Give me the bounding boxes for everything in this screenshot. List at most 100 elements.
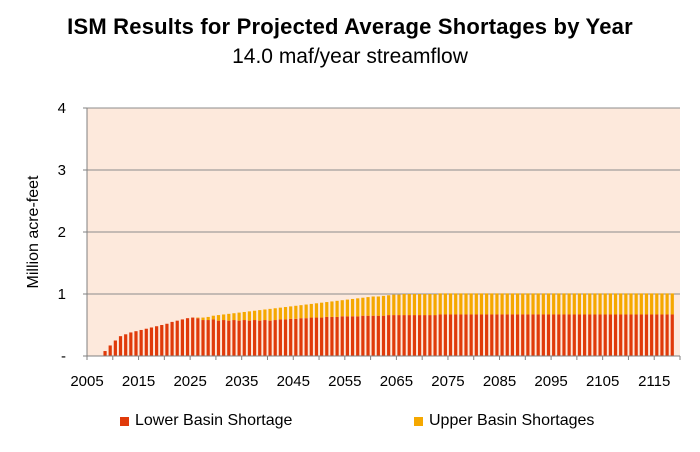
bar-lower-basin — [108, 345, 112, 356]
bar-upper-basin — [242, 311, 246, 321]
bar-upper-basin — [613, 293, 618, 315]
bar-upper-basin — [428, 294, 432, 316]
bar-upper-basin — [356, 298, 360, 317]
chart-legend: Lower Basin Shortage Upper Basin Shortag… — [0, 412, 700, 432]
bar-lower-basin — [201, 320, 205, 356]
bar-lower-basin — [438, 314, 442, 356]
bar-upper-basin — [325, 302, 329, 317]
bar-lower-basin — [227, 320, 231, 356]
bar-upper-basin — [583, 293, 587, 315]
bar-lower-basin — [129, 332, 133, 356]
bar-upper-basin — [222, 314, 226, 321]
bar-lower-basin — [118, 336, 123, 356]
bar-lower-basin — [660, 314, 664, 356]
bar-upper-basin — [536, 293, 540, 315]
bar-lower-basin — [423, 315, 427, 356]
bar-lower-basin — [340, 316, 344, 356]
bar-lower-basin — [216, 320, 221, 356]
bar-lower-basin — [531, 314, 535, 356]
x-tick-label: 2115 — [638, 373, 670, 390]
bar-upper-basin — [438, 293, 442, 315]
bar-lower-basin — [536, 314, 540, 356]
bar-upper-basin — [665, 293, 669, 315]
bar-upper-basin — [397, 294, 401, 316]
bar-lower-basin — [232, 320, 236, 356]
x-tick-label: 2065 — [380, 373, 413, 390]
bar-upper-basin — [464, 293, 468, 315]
bar-lower-basin — [655, 314, 659, 356]
bar-lower-basin — [345, 316, 350, 356]
bar-lower-basin — [593, 314, 597, 356]
bar-lower-basin — [335, 316, 339, 356]
bar-lower-basin — [160, 325, 164, 356]
bar-lower-basin — [619, 314, 623, 356]
bar-upper-basin — [216, 315, 221, 321]
bar-lower-basin — [608, 314, 612, 356]
legend-item-lower-basin: Lower Basin Shortage — [120, 412, 292, 430]
bar-upper-basin — [500, 293, 504, 315]
x-tick-label: 2055 — [328, 373, 361, 390]
bar-lower-basin — [325, 316, 329, 356]
y-tick-label: 2 — [58, 224, 66, 241]
bar-upper-basin — [227, 313, 231, 321]
bar-upper-basin — [340, 300, 344, 317]
bar-lower-basin — [464, 314, 468, 356]
y-tick-label: 1 — [58, 286, 66, 303]
bar-lower-basin — [258, 320, 262, 356]
chart-title: ISM Results for Projected Average Shorta… — [67, 14, 633, 39]
bar-upper-basin — [237, 312, 241, 321]
bar-lower-basin — [577, 314, 582, 356]
bar-upper-basin — [670, 293, 674, 315]
bar-upper-basin — [417, 294, 422, 316]
bar-lower-basin — [149, 327, 154, 356]
bar-upper-basin — [423, 294, 427, 316]
bar-upper-basin — [577, 293, 582, 315]
bar-upper-basin — [232, 313, 236, 321]
bar-lower-basin — [510, 314, 515, 356]
bar-lower-basin — [583, 314, 587, 356]
y-axis-label: Million acre-feet — [25, 175, 42, 288]
bar-lower-basin — [490, 314, 494, 356]
bar-upper-basin — [567, 293, 571, 315]
bar-upper-basin — [402, 294, 406, 316]
x-tick-label: 2085 — [483, 373, 516, 390]
bar-lower-basin — [134, 331, 138, 356]
y-tick-label: - — [61, 348, 66, 365]
bar-upper-basin — [474, 293, 478, 315]
bar-lower-basin — [283, 319, 288, 356]
bar-lower-basin — [402, 315, 406, 356]
bar-lower-basin — [515, 314, 520, 356]
bar-lower-basin — [211, 319, 215, 356]
bar-lower-basin — [433, 315, 437, 356]
bar-upper-basin — [541, 293, 545, 315]
bar-lower-basin — [299, 318, 303, 356]
bar-lower-basin — [412, 315, 417, 356]
bar-lower-basin — [495, 314, 499, 356]
bar-upper-basin — [273, 308, 277, 321]
bar-upper-basin — [634, 293, 638, 315]
bar-upper-basin — [196, 317, 200, 319]
bar-upper-basin — [392, 294, 396, 316]
bar-upper-basin — [376, 296, 380, 316]
bar-lower-basin — [376, 315, 380, 356]
bar-upper-basin — [598, 293, 602, 315]
legend-label-lower-basin: Lower Basin Shortage — [135, 412, 293, 429]
bar-upper-basin — [387, 295, 391, 316]
bar-upper-basin — [371, 296, 375, 316]
y-tick-label: 3 — [58, 162, 66, 179]
bar-lower-basin — [624, 314, 628, 356]
bar-upper-basin — [206, 316, 210, 321]
legend-swatch-lower-basin — [120, 416, 129, 426]
bar-upper-basin — [299, 305, 303, 319]
bar-upper-basin — [320, 302, 324, 318]
bar-upper-basin — [407, 294, 411, 316]
bar-lower-basin — [247, 320, 252, 356]
bar-upper-basin — [562, 293, 566, 315]
x-tick-label: 2015 — [122, 373, 155, 390]
bar-lower-basin — [252, 320, 257, 356]
bar-upper-basin — [309, 303, 313, 318]
bar-upper-basin — [639, 293, 643, 315]
bar-upper-basin — [624, 293, 628, 315]
bar-lower-basin — [639, 314, 643, 356]
x-tick-label: 2095 — [534, 373, 567, 390]
